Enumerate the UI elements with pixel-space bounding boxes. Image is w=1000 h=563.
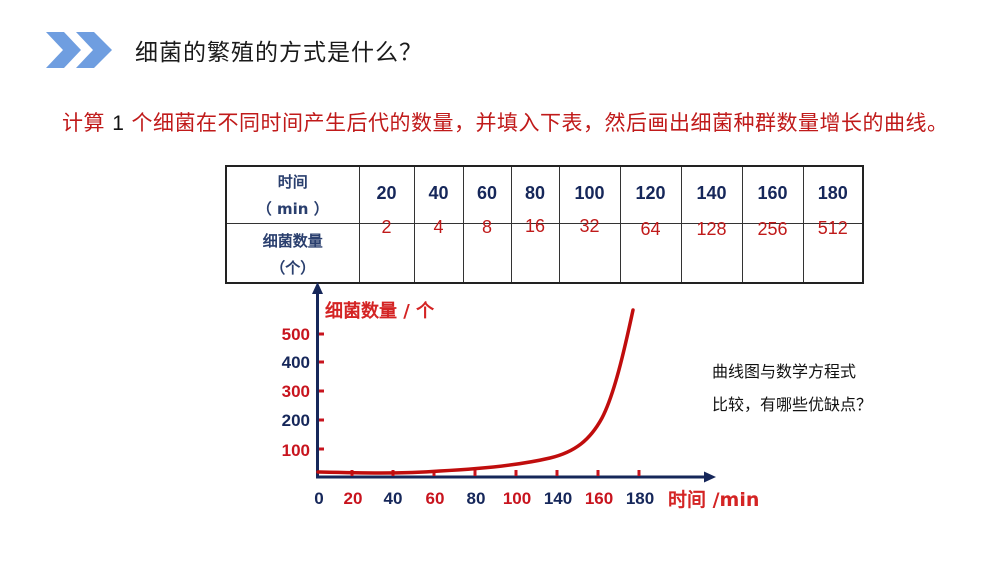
time-cell: 180 — [802, 165, 864, 224]
count-cell: 16 — [510, 216, 560, 284]
table-row-time: 时间 （ min ） 20 40 60 80 100 120 140 160 1… — [225, 165, 864, 224]
instruction-number: 1 — [112, 112, 125, 135]
time-cell: 60 — [462, 165, 512, 224]
x-tick-label: 40 — [383, 489, 403, 508]
x-tick-label: 140 — [543, 489, 573, 508]
x-ticks — [350, 470, 641, 476]
time-cell: 160 — [741, 165, 804, 224]
x-axis-arrow-icon — [704, 471, 716, 483]
x-tick-label: 160 — [584, 489, 614, 508]
discussion-question: 曲线图与数学方程式 比较，有哪些优缺点？ — [712, 355, 872, 421]
y-tick-label: 200 — [281, 411, 310, 430]
time-cell: 20 — [358, 165, 415, 224]
time-cell: 140 — [680, 165, 743, 224]
instruction-text: 计算 1 个细菌在不同时间产生后代的数量，并填入下表，然后画出细菌种群数量增长的… — [62, 108, 962, 139]
row-header-count-line1: 细菌数量 — [262, 232, 323, 250]
x-tick-label: 180 — [625, 489, 655, 508]
y-ticks — [319, 332, 324, 451]
question-line2: 比较，有哪些优缺点？ — [712, 395, 873, 414]
y-tick-label: 100 — [281, 441, 310, 460]
count-cell: 8 — [462, 217, 512, 284]
count-cell: 128 — [680, 219, 743, 284]
double-chevron-right-icon — [46, 32, 112, 68]
y-tick-label: 400 — [281, 353, 310, 372]
row-header-count-line2: （个） — [270, 259, 316, 277]
x-axis-label: 时间 /min — [668, 489, 760, 511]
row-header-time: 时间 （ min ） — [225, 165, 360, 224]
y-tick-label: 300 — [281, 382, 310, 401]
count-cell: 2 — [358, 217, 415, 284]
count-cell: 512 — [802, 218, 864, 284]
count-cell: 32 — [558, 216, 621, 284]
time-cell: 80 — [510, 165, 560, 224]
row-header-time-line2: （ min ） — [256, 200, 329, 218]
time-cell: 100 — [558, 165, 621, 224]
x-tick-label: 20 — [343, 489, 363, 508]
row-header-count: 细菌数量 （个） — [225, 223, 360, 284]
time-cell: 40 — [413, 165, 464, 224]
y-axis-label: 细菌数量 / 个 — [325, 301, 435, 322]
growth-curve-line — [316, 308, 635, 475]
count-cell: 64 — [619, 219, 682, 284]
slide-title: 细菌的繁殖的方式是什么？ — [135, 40, 423, 66]
question-line1: 曲线图与数学方程式 — [712, 362, 857, 381]
time-cell: 120 — [619, 165, 682, 224]
x-tick-label: 60 — [425, 489, 445, 508]
row-header-time-line1: 时间 — [277, 173, 308, 191]
growth-table: 时间 （ min ） 20 40 60 80 100 120 140 160 1… — [225, 165, 864, 284]
x-tick-label: 80 — [466, 489, 486, 508]
instruction-part2: 个细菌在不同时间产生后代的数量，并填入下表，然后画出细菌种群数量增长的曲线。 — [124, 111, 949, 135]
count-cell: 256 — [741, 219, 804, 284]
y-tick-label: 500 — [281, 325, 310, 344]
x-tick-label: 100 — [502, 489, 532, 508]
instruction-part1: 计算 — [62, 111, 113, 135]
table-row-count: 细菌数量 （个） 2 4 8 16 32 64 128 256 512 — [225, 216, 864, 284]
x-tick-label: 0 — [314, 489, 324, 508]
count-cell: 4 — [413, 217, 464, 284]
